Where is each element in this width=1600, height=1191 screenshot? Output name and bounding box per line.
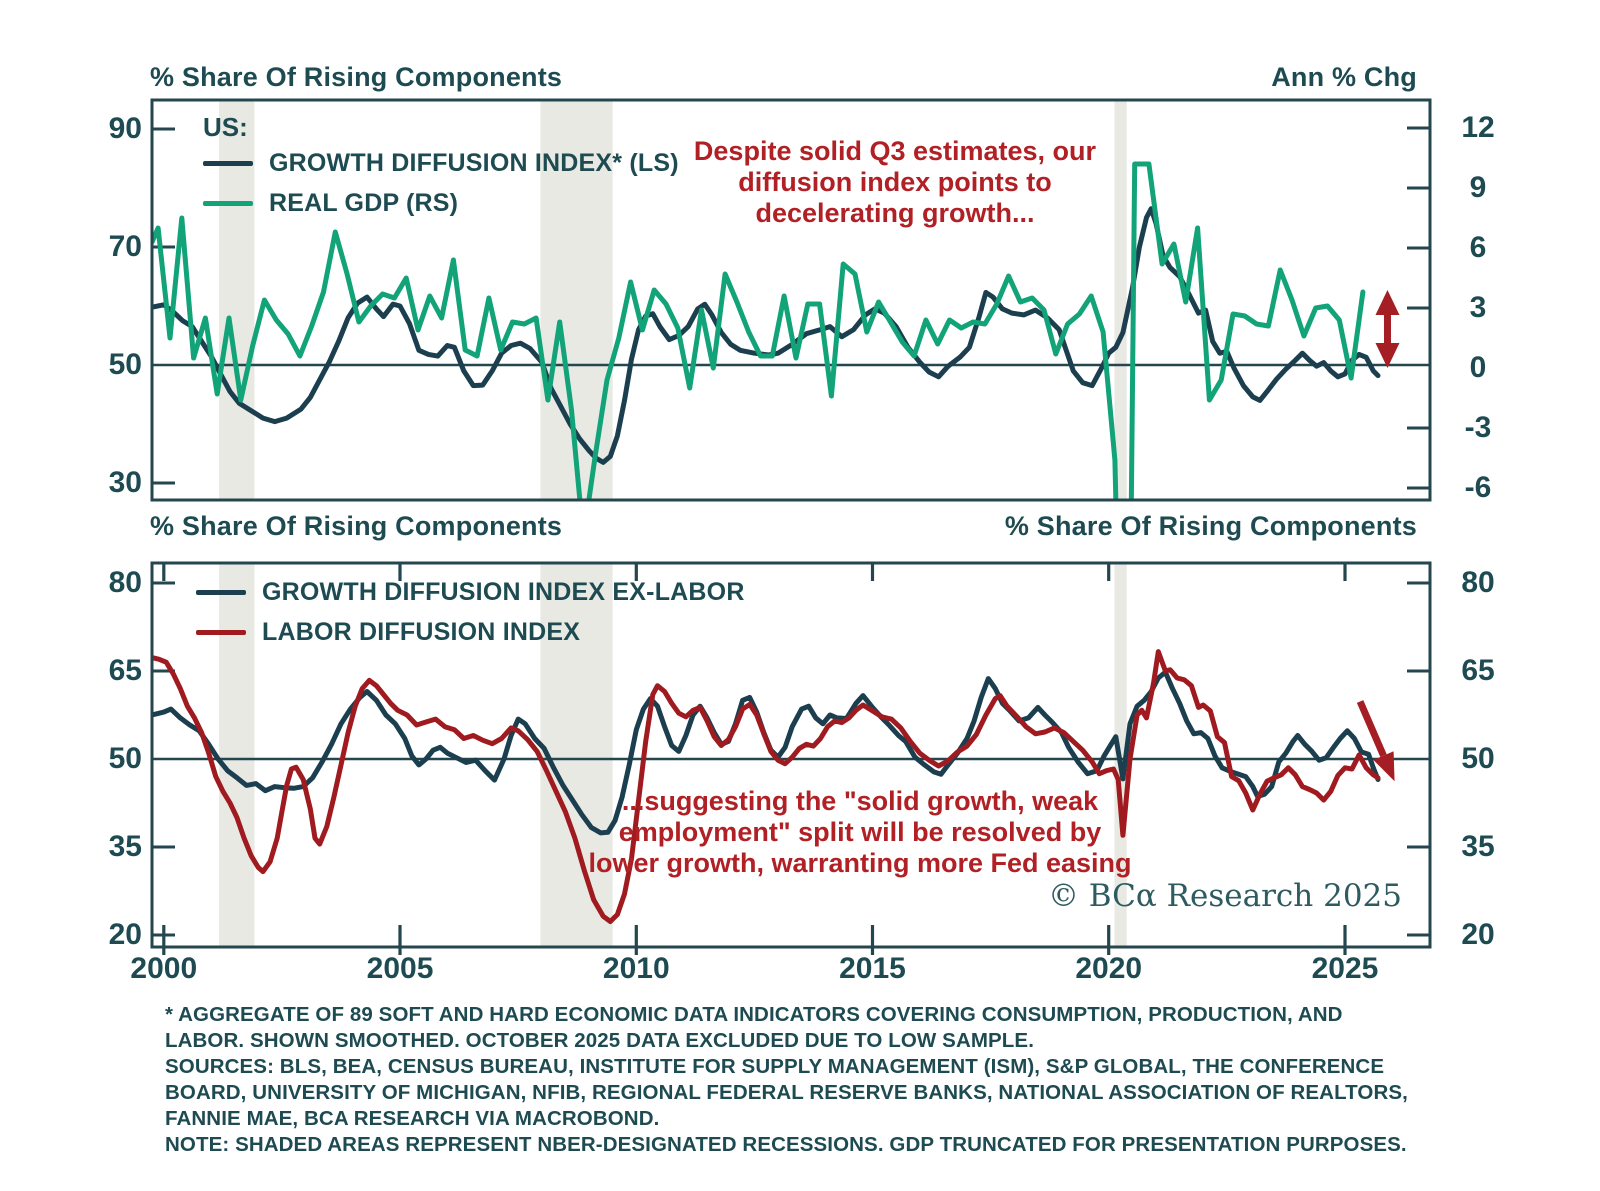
legend-top-panel: US: GROWTH DIFFUSION INDEX* (LS) REAL GD… (203, 112, 679, 223)
annotation-line: lower growth, warranting more Fed easing (588, 848, 1132, 878)
recession-band (540, 563, 613, 947)
panel-ex-labor-vs-labor-diffusion (150, 561, 1432, 955)
legend-item-ex-labor: GROWTH DIFFUSION INDEX EX-LABOR (196, 572, 745, 612)
right-axis-tick-label: 3 (1469, 291, 1487, 324)
navy-line-swatch (203, 160, 253, 166)
left-axis-tick-label: 70 (108, 230, 142, 263)
legend-heading: US: (203, 112, 248, 142)
navy-line-swatch (196, 589, 246, 595)
legend-item-growth-diffusion: GROWTH DIFFUSION INDEX* (LS) (203, 143, 679, 183)
left-axis-tick-label: 65 (108, 654, 142, 687)
footnote-line: * AGGREGATE OF 89 SOFT AND HARD ECONOMIC… (165, 1003, 1343, 1026)
right-axis-tick-label: 20 (1461, 918, 1495, 951)
left-axis-tick-label: 80 (108, 566, 142, 599)
gap-arrow (1375, 290, 1400, 368)
annotation-line: diffusion index points to (738, 167, 1052, 197)
annotation-line: decelerating growth... (755, 198, 1035, 228)
footnote-line: LABOR. SHOWN SMOOTHED. OCTOBER 2025 DATA… (165, 1029, 1034, 1052)
x-axis-tick-label: 2005 (366, 952, 434, 985)
x-axis-tick-label: 2025 (1311, 952, 1379, 985)
left-axis-tick-label: 50 (108, 348, 142, 381)
panel-growth-diffusion-vs-gdp (150, 98, 1432, 502)
annotation-line: employment" split will be resolved by (618, 817, 1102, 847)
annotation-top: Despite solid Q3 estimates, our diffusio… (545, 136, 1245, 229)
right-axis-tick-label: 9 (1469, 171, 1487, 204)
series-growth-diffusion-index-ex-labor (152, 669, 1381, 836)
panel-border (150, 561, 1432, 949)
footnote-line: FANNIE MAE, BCA RESEARCH VIA MACROBOND. (165, 1107, 660, 1130)
x-axis-tick-label: 2020 (1075, 952, 1143, 985)
right-axis-tick-label: 12 (1461, 111, 1495, 144)
footnote-line: NOTE: SHADED AREAS REPRESENT NBER-DESIGN… (165, 1133, 1407, 1156)
panel1-left-axis-title: % Share Of Rising Components (150, 62, 563, 92)
series-growth-diffusion-index-ls- (152, 206, 1381, 465)
recession-band (1114, 100, 1127, 500)
annotation-line: ...suggesting the "solid growth, weak (621, 786, 1099, 816)
recession-band (219, 563, 255, 947)
green-line-swatch (203, 200, 253, 206)
series-labor-diffusion-index (152, 649, 1381, 924)
right-axis-tick-label: 80 (1461, 566, 1495, 599)
left-axis-tick-label: 30 (108, 466, 142, 499)
x-axis-tick-label: 2000 (130, 952, 198, 985)
legend-label: LABOR DIFFUSION INDEX (262, 617, 581, 646)
left-axis-tick-label: 35 (108, 830, 142, 863)
down-arrow (1356, 700, 1395, 782)
panel-border (150, 98, 1432, 502)
x-axis-tick-label: 2015 (839, 952, 906, 985)
panel2-left-axis-title: % Share Of Rising Components (150, 511, 563, 541)
right-axis-tick-label: 0 (1469, 351, 1487, 384)
legend-item-real-gdp: REAL GDP (RS) (203, 183, 679, 223)
panel2-right-axis-title: % Share Of Rising Components (1004, 511, 1417, 541)
right-axis-tick-label: 65 (1461, 654, 1495, 687)
series-real-gdp-rs- (152, 161, 1366, 500)
legend-label: REAL GDP (RS) (269, 188, 459, 217)
recession-band (219, 100, 255, 500)
left-axis-tick-label: 90 (108, 112, 142, 145)
left-axis-tick-label: 50 (108, 742, 142, 775)
panel1-right-axis-title: Ann % Chg (1271, 62, 1417, 92)
right-axis-tick-label: 35 (1461, 830, 1495, 863)
left-axis-tick-label: 20 (108, 918, 142, 951)
annotation-line: Despite solid Q3 estimates, our (693, 136, 1097, 166)
footnotes-block: * AGGREGATE OF 89 SOFT AND HARD ECONOMIC… (165, 1002, 1435, 1158)
right-axis-tick-label: -6 (1464, 471, 1492, 504)
x-axis-tick-label: 2010 (602, 952, 670, 985)
legend-item-labor-diffusion: LABOR DIFFUSION INDEX (196, 612, 745, 652)
right-axis-tick-label: 50 (1461, 742, 1495, 775)
legend-label: GROWTH DIFFUSION INDEX* (LS) (269, 148, 679, 177)
right-axis-tick-label: 6 (1469, 231, 1487, 264)
bca-research-watermark: © BCα Research 2025 (1047, 878, 1402, 914)
footnote-line: SOURCES: BLS, BEA, CENSUS BUREAU, INSTIT… (165, 1055, 1385, 1078)
right-axis-tick-label: -3 (1464, 411, 1492, 444)
annotation-bottom: ...suggesting the "solid growth, weak em… (500, 786, 1220, 879)
footnote-line: BOARD, UNIVERSITY OF MICHIGAN, NFIB, REG… (165, 1081, 1408, 1104)
red-line-swatch (196, 629, 246, 635)
legend-label: GROWTH DIFFUSION INDEX EX-LABOR (262, 577, 745, 606)
legend-bottom-panel: GROWTH DIFFUSION INDEX EX-LABOR LABOR DI… (196, 572, 745, 652)
